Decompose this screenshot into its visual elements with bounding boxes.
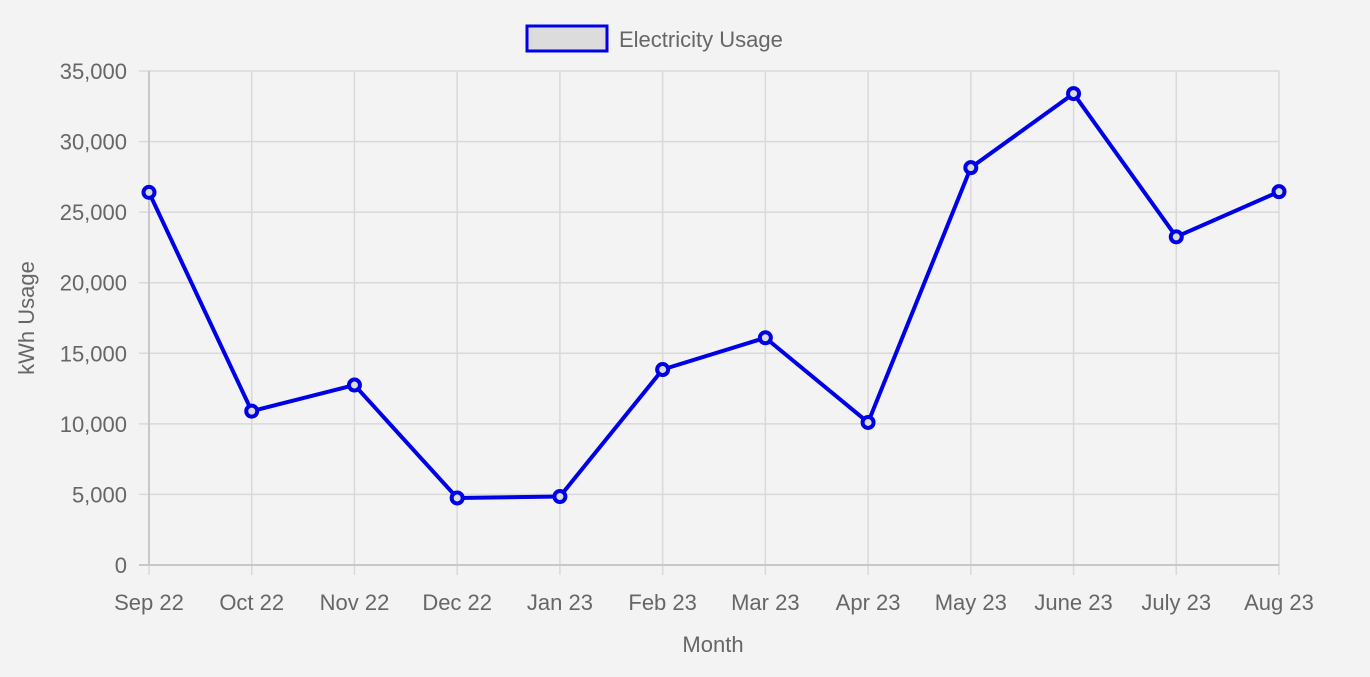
x-tick-label: July 23 — [1141, 590, 1211, 615]
legend[interactable]: Electricity Usage — [525, 24, 783, 53]
y-tick-labels: 0 5,000 10,000 15,000 20,000 25,000 30,000 35,0… — [60, 59, 127, 578]
data-point[interactable] — [963, 160, 979, 176]
x-tick-label: Oct 22 — [219, 590, 284, 615]
data-point[interactable] — [449, 490, 465, 506]
grid — [139, 70, 1280, 575]
y-tick-label: 25,000 — [60, 200, 127, 225]
y-tick-label: 35,000 — [60, 59, 127, 84]
x-tick-label: Jan 23 — [527, 590, 593, 615]
x-tick-label: May 23 — [935, 590, 1007, 615]
axes — [139, 71, 1279, 566]
y-tick-label: 5,000 — [72, 482, 127, 507]
y-tick-label: 20,000 — [60, 271, 127, 296]
series — [141, 86, 1287, 506]
data-point[interactable] — [1168, 229, 1184, 245]
y-tick-label: 30,000 — [60, 130, 127, 155]
y-tick-label: 10,000 — [60, 412, 127, 437]
x-tick-label: Feb 23 — [628, 590, 697, 615]
data-point[interactable] — [552, 489, 568, 505]
data-point[interactable] — [860, 414, 876, 430]
legend-swatch[interactable] — [525, 24, 609, 53]
data-point[interactable] — [141, 184, 157, 200]
series-line-electricity-usage — [147, 91, 1280, 500]
x-tick-label: Mar 23 — [731, 590, 799, 615]
data-point[interactable] — [1066, 86, 1082, 102]
data-point[interactable] — [244, 403, 260, 419]
y-tick-label: 15,000 — [60, 341, 127, 366]
legend-label[interactable]: Electricity Usage — [619, 27, 783, 52]
x-axis-title: Month — [682, 632, 743, 657]
data-point[interactable] — [1271, 184, 1287, 200]
x-tick-label: June 23 — [1034, 590, 1112, 615]
x-tick-label: Apr 23 — [836, 590, 901, 615]
data-point[interactable] — [346, 377, 362, 393]
y-axis-title: kWh Usage — [14, 261, 39, 375]
x-tick-labels: Sep 22 Oct 22 Nov 22 Dec 22 Jan 23 Feb 23 Mar … — [114, 590, 1314, 615]
x-tick-label: Sep 22 — [114, 590, 184, 615]
y-tick-label: 0 — [115, 553, 127, 578]
x-tick-label: Aug 23 — [1244, 590, 1314, 615]
x-tick-label: Dec 22 — [422, 590, 492, 615]
data-point[interactable] — [757, 330, 773, 346]
data-point[interactable] — [655, 362, 671, 378]
x-tick-label: Nov 22 — [320, 590, 390, 615]
